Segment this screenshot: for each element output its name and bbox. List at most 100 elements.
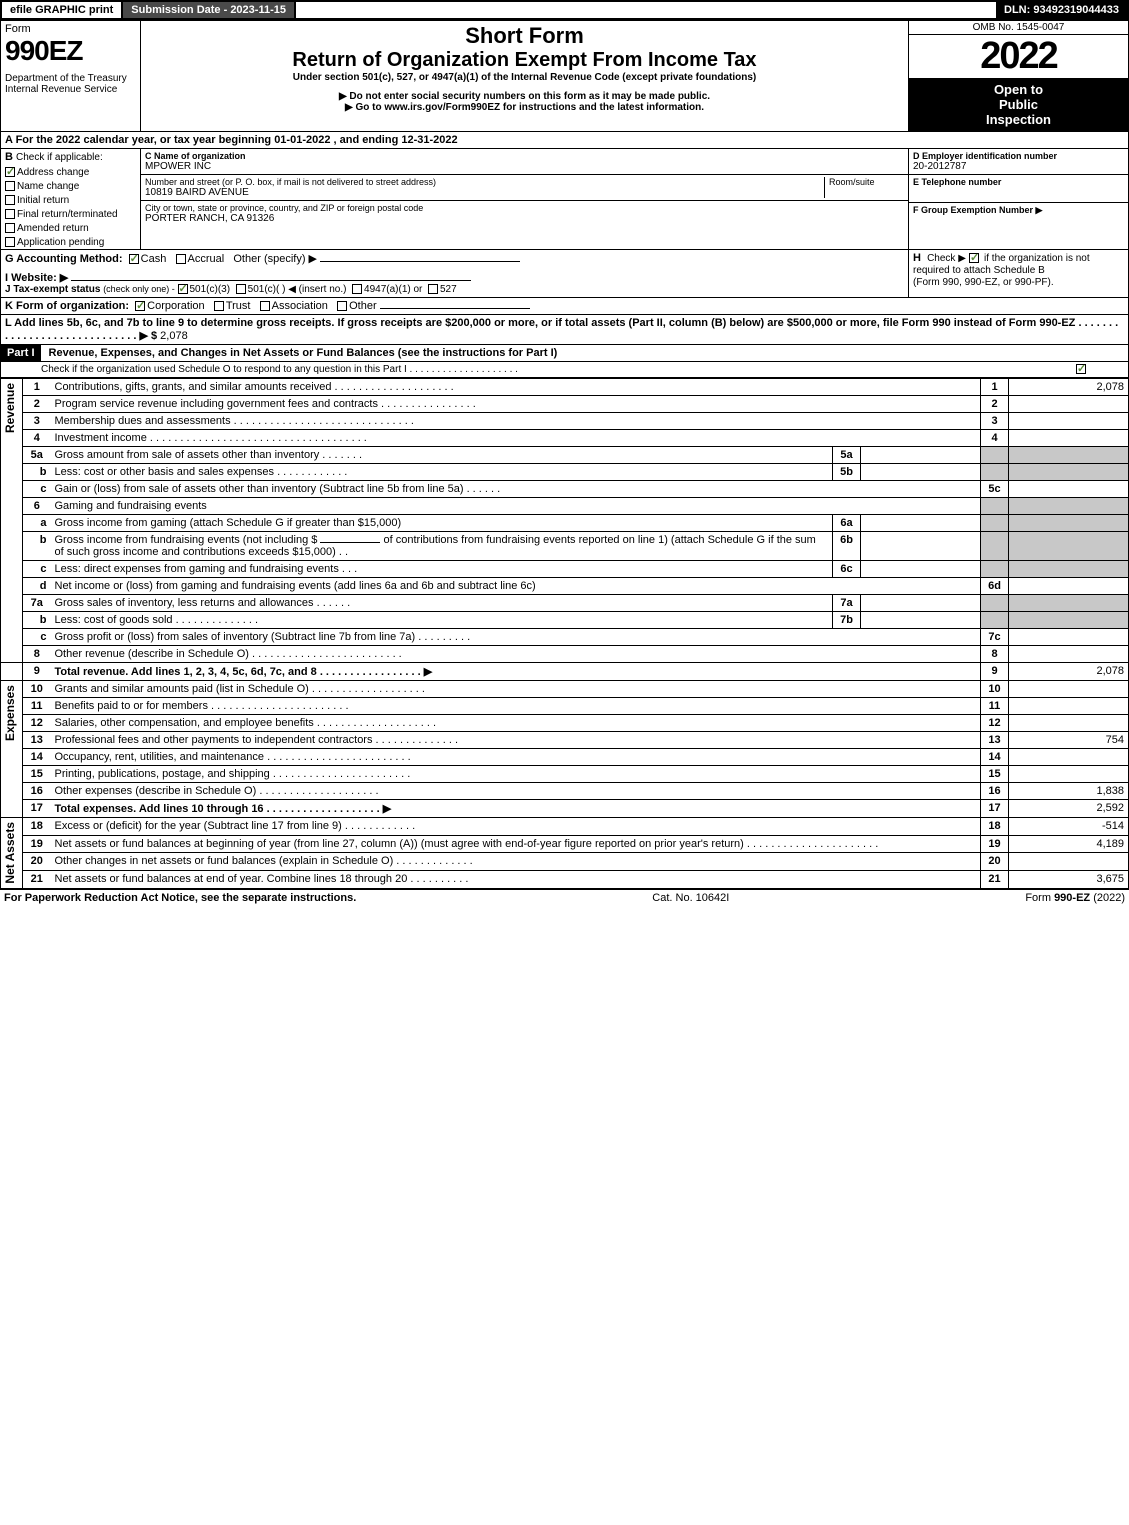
line-13-desc: Professional fees and other payments to … (51, 732, 981, 749)
checkbox-application-pending[interactable] (5, 237, 15, 247)
line-9-desc: Total revenue. Add lines 1, 2, 3, 4, 5c,… (51, 663, 981, 681)
website-line[interactable] (71, 280, 471, 281)
box-f-label: F Group Exemption Number ▶ (913, 205, 1124, 216)
footer-right: Form 990-EZ (2022) (1025, 892, 1125, 904)
line-6a-desc: Gross income from gaming (attach Schedul… (51, 515, 833, 532)
checkbox-trust[interactable] (214, 301, 224, 311)
line-5b-amt-shade (1009, 464, 1129, 481)
line-7c-col: 7c (981, 629, 1009, 646)
line-6a-col-shade (981, 515, 1009, 532)
line-6a-num: a (23, 515, 51, 532)
city-label: City or town, state or province, country… (145, 203, 904, 213)
line-6d-amt (1009, 578, 1129, 595)
line-17-col: 17 (981, 800, 1009, 818)
label-amended-return: Amended return (17, 223, 89, 234)
org-street: 10819 BAIRD AVENUE (145, 187, 824, 198)
checkbox-501c3[interactable] (178, 284, 188, 294)
line-19-desc: Net assets or fund balances at beginning… (51, 835, 981, 853)
checkbox-other-org[interactable] (337, 301, 347, 311)
checkbox-cash[interactable] (129, 254, 139, 264)
checkbox-final-return[interactable] (5, 209, 15, 219)
checkbox-amended-return[interactable] (5, 223, 15, 233)
line-6c-col-shade (981, 561, 1009, 578)
line-21-col: 21 (981, 870, 1009, 888)
submission-date: Submission Date - 2023-11-15 (123, 2, 296, 18)
line-19-amt: 4,189 (1009, 835, 1129, 853)
label-501c: 501(c)( ) ◀ (insert no.) (248, 284, 347, 295)
box-k: K Form of organization: Corporation Trus… (1, 298, 1129, 315)
line-6b-num: b (23, 532, 51, 561)
line-5b-num: b (23, 464, 51, 481)
checkbox-corporation[interactable] (135, 301, 145, 311)
checkbox-name-change[interactable] (5, 181, 15, 191)
line-8-desc: Other revenue (describe in Schedule O) .… (51, 646, 981, 663)
box-k-label: K Form of organization: (5, 300, 129, 312)
line-2-col: 2 (981, 396, 1009, 413)
label-address-change: Address change (17, 167, 89, 178)
line-6a-amt-shade (1009, 515, 1129, 532)
line-6-col-shade (981, 498, 1009, 515)
checkbox-schedule-b[interactable] (969, 253, 979, 263)
subtitle: Under section 501(c), 527, or 4947(a)(1)… (145, 72, 904, 83)
line-2-num: 2 (23, 396, 51, 413)
form-id-cell: Form 990EZ Department of the Treasury In… (1, 21, 141, 132)
line-5a-iamt (861, 447, 981, 464)
line-6-num: 6 (23, 498, 51, 515)
box-c-label: C Name of organization (145, 151, 904, 161)
line-8-num: 8 (23, 646, 51, 663)
line-17-desc: Total expenses. Add lines 10 through 16 … (51, 800, 981, 818)
line-12-amt (1009, 715, 1129, 732)
footer-mid: Cat. No. 10642I (652, 892, 729, 904)
section-a: A For the 2022 calendar year, or tax yea… (1, 132, 1129, 149)
label-501c3: 501(c)(3) (190, 284, 231, 295)
form-table: Form 990EZ Department of the Treasury In… (0, 20, 1129, 378)
checkbox-initial-return[interactable] (5, 195, 15, 205)
checkbox-address-change[interactable] (5, 167, 15, 177)
line-11-amt (1009, 698, 1129, 715)
line-7a-iamt (861, 595, 981, 612)
line-15-num: 15 (23, 766, 51, 783)
checkbox-527[interactable] (428, 284, 438, 294)
label-corporation: Corporation (147, 300, 204, 312)
line-19-col: 19 (981, 835, 1009, 853)
line-6b-desc1: Gross income from fundraising events (no… (55, 534, 318, 546)
line-12-desc: Salaries, other compensation, and employ… (51, 715, 981, 732)
line-6-desc: Gaming and fundraising events (51, 498, 981, 515)
line-10-num: 10 (23, 681, 51, 698)
revenue-label: Revenue (1, 379, 19, 437)
line-10-col: 10 (981, 681, 1009, 698)
line-4-desc: Investment income . . . . . . . . . . . … (51, 430, 981, 447)
box-def: D Employer identification number 20-2012… (909, 149, 1129, 250)
checkbox-schedule-o[interactable] (1076, 364, 1086, 374)
line-6b-blank[interactable] (320, 542, 380, 543)
line-6b-iamt (861, 532, 981, 561)
line-14-amt (1009, 749, 1129, 766)
line-5b-col-shade (981, 464, 1009, 481)
line-6c-desc: Less: direct expenses from gaming and fu… (51, 561, 833, 578)
line-15-desc: Printing, publications, postage, and shi… (51, 766, 981, 783)
box-c: C Name of organization MPOWER INC Number… (141, 149, 909, 250)
checkbox-accrual[interactable] (176, 254, 186, 264)
box-j-label: J Tax-exempt status (5, 284, 100, 295)
line-6c-iamt (861, 561, 981, 578)
line-5c-num: c (23, 481, 51, 498)
other-org-line[interactable] (380, 308, 530, 309)
checkbox-association[interactable] (260, 301, 270, 311)
line-5a-col-shade (981, 447, 1009, 464)
other-method-line[interactable] (320, 261, 520, 262)
expenses-label: Expenses (1, 681, 19, 745)
topbar-spacer (296, 2, 996, 18)
line-3-num: 3 (23, 413, 51, 430)
checkbox-501c[interactable] (236, 284, 246, 294)
line-12-num: 12 (23, 715, 51, 732)
checkbox-4947[interactable] (352, 284, 362, 294)
note-url-text[interactable]: ▶ Go to www.irs.gov/Form990EZ for instru… (345, 102, 704, 113)
revenue-sidebar-end (1, 663, 23, 681)
dept-irs: Internal Revenue Service (5, 84, 136, 95)
short-form-title: Short Form (145, 23, 904, 49)
line-6a-icol: 6a (833, 515, 861, 532)
line-21-amt: 3,675 (1009, 870, 1129, 888)
box-i-label: I Website: ▶ (5, 272, 68, 284)
line-6c-num: c (23, 561, 51, 578)
line-9-amt: 2,078 (1009, 663, 1129, 681)
